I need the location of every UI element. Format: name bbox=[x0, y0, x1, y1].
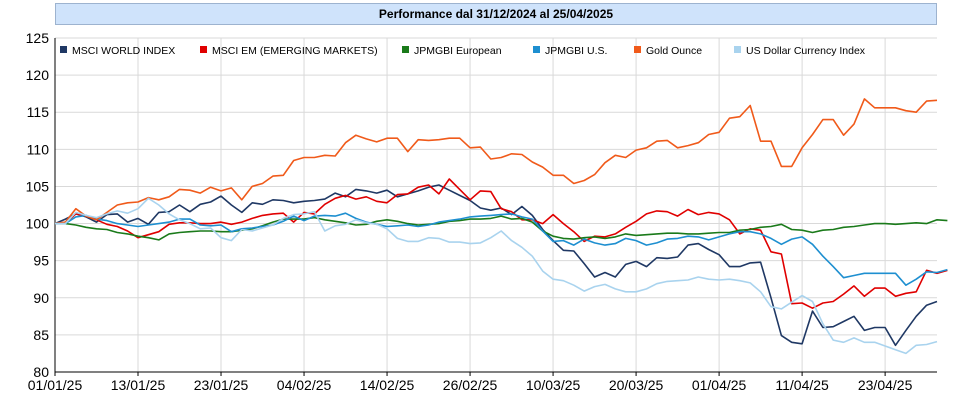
legend-swatch bbox=[734, 46, 741, 53]
y-tick-label: 125 bbox=[26, 30, 50, 46]
legend-label: US Dollar Currency Index bbox=[746, 45, 866, 57]
x-tick-label: 26/02/25 bbox=[443, 377, 498, 393]
x-tick-label: 14/02/25 bbox=[360, 377, 415, 393]
legend-label: JPMGBI U.S. bbox=[545, 45, 607, 57]
y-tick-label: 90 bbox=[33, 290, 49, 306]
legend-label: MSCI WORLD INDEX bbox=[72, 45, 175, 57]
x-tick-label: 23/01/25 bbox=[194, 377, 249, 393]
legend-swatch bbox=[634, 46, 641, 53]
y-tick-label: 120 bbox=[26, 67, 50, 83]
legend-label: Gold Ounce bbox=[646, 45, 702, 57]
y-tick-label: 110 bbox=[27, 141, 50, 157]
x-tick-label: 23/04/25 bbox=[858, 377, 913, 393]
series-lines bbox=[54, 98, 948, 355]
x-tick-label: 20/03/25 bbox=[609, 377, 664, 393]
y-tick-label: 95 bbox=[33, 253, 49, 269]
legend-label: MSCI EM (EMERGING MARKETS) bbox=[212, 45, 378, 57]
legend-swatch bbox=[533, 46, 540, 53]
legend-swatch bbox=[402, 46, 409, 53]
y-axis-ticks: 80 85 90 95 100 105 110 115 120 125 bbox=[26, 30, 50, 380]
y-tick-label: 105 bbox=[26, 178, 50, 194]
x-tick-label: 11/04/25 bbox=[775, 377, 829, 393]
x-axis-ticks: 01/01/25 13/01/25 23/01/25 04/02/25 14/02/25… bbox=[28, 377, 913, 393]
series-line bbox=[54, 184, 938, 347]
x-tick-label: 01/04/25 bbox=[692, 377, 747, 393]
y-tick-label: 80 bbox=[33, 364, 49, 380]
y-tick-label: 85 bbox=[33, 327, 49, 343]
y-tick-label: 115 bbox=[27, 104, 50, 120]
legend-label: JPMGBI European bbox=[414, 45, 502, 57]
series-line bbox=[55, 178, 948, 310]
legend-swatch bbox=[200, 46, 207, 53]
y-tick-label: 100 bbox=[26, 216, 50, 232]
legend-swatch bbox=[60, 46, 67, 53]
chart-title: Performance dal 31/12/2024 al 25/04/2025 bbox=[378, 7, 614, 21]
x-tick-label: 13/01/25 bbox=[111, 377, 166, 393]
x-tick-label: 10/03/25 bbox=[526, 377, 581, 393]
x-tick-label: 04/02/25 bbox=[277, 377, 332, 393]
x-tick-label: 01/01/25 bbox=[28, 377, 83, 393]
series-line bbox=[55, 215, 948, 241]
chart-legend: MSCI WORLD INDEX MSCI EM (EMERGING MARKET… bbox=[60, 45, 866, 57]
series-line bbox=[54, 98, 938, 225]
chart-title-bar: Performance dal 31/12/2024 al 25/04/2025 bbox=[55, 3, 937, 25]
grid-lines bbox=[54, 37, 937, 376]
series-line bbox=[55, 197, 938, 355]
series-line bbox=[55, 212, 948, 287]
